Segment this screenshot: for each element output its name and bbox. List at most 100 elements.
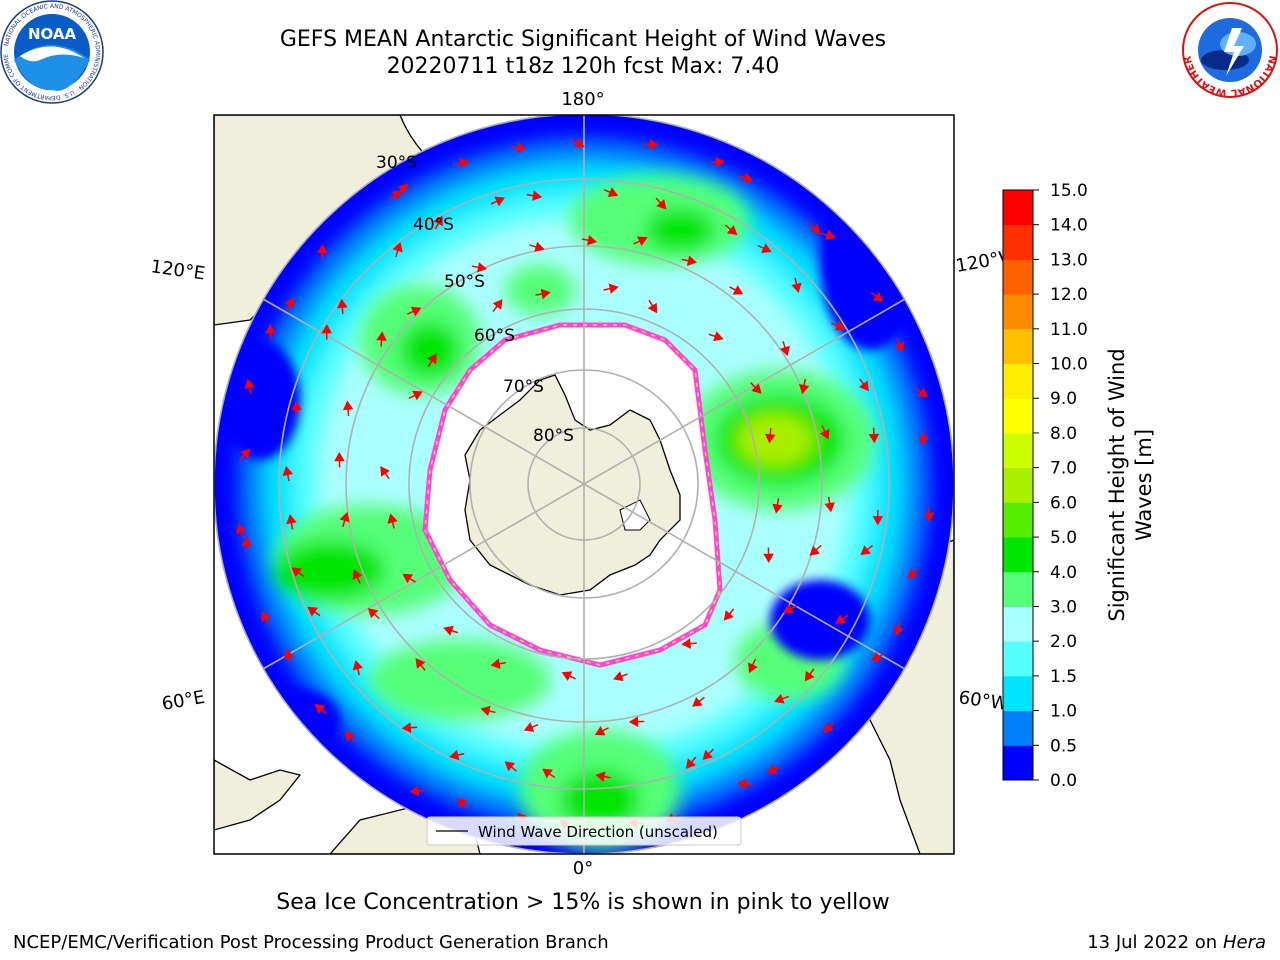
lon-label-180: 180° — [561, 89, 604, 110]
wave-arrow-head — [748, 662, 758, 674]
lat-label-60s: 60°S — [474, 326, 515, 346]
wave-arrow-head — [402, 573, 414, 584]
legend-label: Wind Wave Direction (unscaled) — [478, 823, 718, 841]
lat-label-30s: 30°S — [376, 153, 417, 173]
wave-arrow-head — [283, 648, 294, 659]
wave-arrow-head — [894, 341, 905, 353]
wave-arrow-head — [409, 785, 420, 797]
wave-arrow-head — [595, 771, 606, 782]
colorbar-tick-label: 14.0 — [1050, 216, 1088, 236]
wave-arrow-head — [459, 158, 470, 169]
wave-arrow-head — [692, 696, 703, 707]
wave-arrow-head — [798, 384, 810, 395]
wave-arrow-head — [723, 610, 734, 621]
colorbar-swatch — [1003, 294, 1033, 330]
wave-arrow-head — [764, 433, 776, 444]
colorbar-swatch — [1003, 432, 1033, 469]
colorbar-swatch — [1003, 363, 1033, 399]
wave-arrow-head — [339, 512, 350, 523]
colorbar-swatch — [1003, 606, 1033, 642]
wave-arrow-head — [265, 323, 276, 334]
colorbar-tick-label: 15.0 — [1050, 181, 1088, 201]
wave-arrow-head — [380, 466, 390, 477]
wave-arrow-head — [636, 236, 648, 247]
wave-arrow-head — [282, 465, 294, 477]
wave-arrow-head — [244, 378, 255, 389]
wave-arrow-head — [314, 703, 326, 714]
wave-arrow-head — [449, 749, 460, 761]
wave-arrow-head — [391, 190, 403, 201]
wave-arrow-head — [702, 749, 713, 760]
wave-arrow-head — [647, 302, 658, 314]
noaa-logo-text: NOAA — [28, 25, 77, 43]
wave-arrow-head — [893, 625, 904, 637]
colorbar-tick-label: 5.0 — [1050, 528, 1077, 548]
wave-arrow-head — [504, 761, 516, 772]
colorbar-swatch — [1003, 190, 1033, 226]
wave-arrow-head — [284, 297, 294, 309]
wave-arrow-head — [917, 387, 929, 398]
colorbar-tick-label: 12.0 — [1050, 285, 1088, 305]
wave-arrow-head — [763, 553, 774, 563]
wave-arrow-head — [608, 283, 619, 294]
colorbar-tick-label: 1.0 — [1050, 702, 1077, 722]
colorbar: 0.0 0.5 1.0 1.5 2.0 3.0 4.0 5.0 6.0 7.0 8.0 9.0 10.0… — [1002, 181, 1088, 791]
wave-arrow-head — [587, 234, 598, 246]
wave-arrow-head — [923, 512, 935, 523]
wave-arrow-head — [681, 638, 691, 649]
wave-arrow-head — [649, 138, 659, 150]
colorbar-tick-label: 10.0 — [1050, 355, 1088, 375]
wave-arrow-head — [433, 215, 443, 227]
wave-arrow-head — [542, 768, 553, 779]
lon-label-120e: 120°E — [149, 256, 206, 284]
wave-arrow-head — [628, 716, 639, 727]
footer-date-text: 13 Jul 2022 on — [1087, 932, 1223, 953]
wave-arrow-head — [412, 390, 423, 401]
wave-arrow-head — [427, 353, 437, 365]
wave-arrow-head — [337, 298, 348, 309]
noaa-logo-icon: NOAA NATIONAL OCEANIC AND ATMOSPHERIC AD… — [0, 0, 104, 104]
wave-arrow-head — [761, 243, 772, 253]
colorbar-swatch — [1003, 398, 1033, 434]
colorbar-tick-label: 9.0 — [1050, 389, 1077, 409]
sea-ice-note: Sea Ice Concentration > 15% is shown in … — [276, 890, 890, 915]
colorbar-tick-label: 1.5 — [1050, 667, 1077, 687]
colorbar-swatch — [1003, 745, 1033, 781]
colorbar-tick-label: 4.0 — [1050, 563, 1077, 583]
wave-arrow-head — [367, 608, 379, 619]
colorbar-tick-label: 6.0 — [1050, 493, 1077, 513]
wave-arrow-head — [307, 606, 318, 617]
wave-arrow-head — [392, 242, 403, 253]
wave-arrow-head — [344, 731, 355, 742]
wave-arrow-head — [594, 726, 606, 736]
lat-label-40s: 40°S — [413, 215, 454, 235]
colorbar-tick-label: 8.0 — [1050, 424, 1077, 444]
wave-arrow-head — [824, 502, 835, 513]
wave-arrow-head — [737, 778, 747, 790]
footer-host: Hera — [1222, 932, 1266, 953]
wave-arrow-head — [397, 183, 409, 194]
wave-arrow-head — [607, 187, 619, 197]
lat-label-70s: 70°S — [503, 377, 544, 397]
antarctica-land — [464, 374, 681, 596]
colorbar-swatch — [1003, 328, 1033, 365]
wave-arrow-head — [410, 306, 422, 317]
colorbar-label-line1: Significant Height of Wind — [1105, 348, 1129, 621]
wave-arrow-head — [516, 142, 527, 153]
footer-credit: NCEP/EMC/Verification Post Processing Pr… — [13, 932, 609, 953]
colorbar-tick-label: 0.0 — [1050, 771, 1077, 791]
colorbar-frame — [1002, 189, 1034, 781]
wave-arrow-head — [540, 288, 551, 300]
wave-arrow-head — [819, 429, 830, 440]
wave-arrow-head — [835, 320, 846, 331]
wave-arrow-head — [480, 705, 491, 717]
colorbar-swatch — [1003, 467, 1033, 503]
lon-label-60e: 60°E — [160, 687, 206, 715]
wave-arrow-head — [685, 758, 696, 769]
colorbar-label-line2: Waves [m] — [1132, 429, 1156, 541]
wave-arrow-head — [656, 199, 667, 210]
colorbar-swatch — [1003, 710, 1033, 746]
colorbar-swatch — [1003, 259, 1033, 295]
wave-arrow-head — [342, 400, 354, 411]
